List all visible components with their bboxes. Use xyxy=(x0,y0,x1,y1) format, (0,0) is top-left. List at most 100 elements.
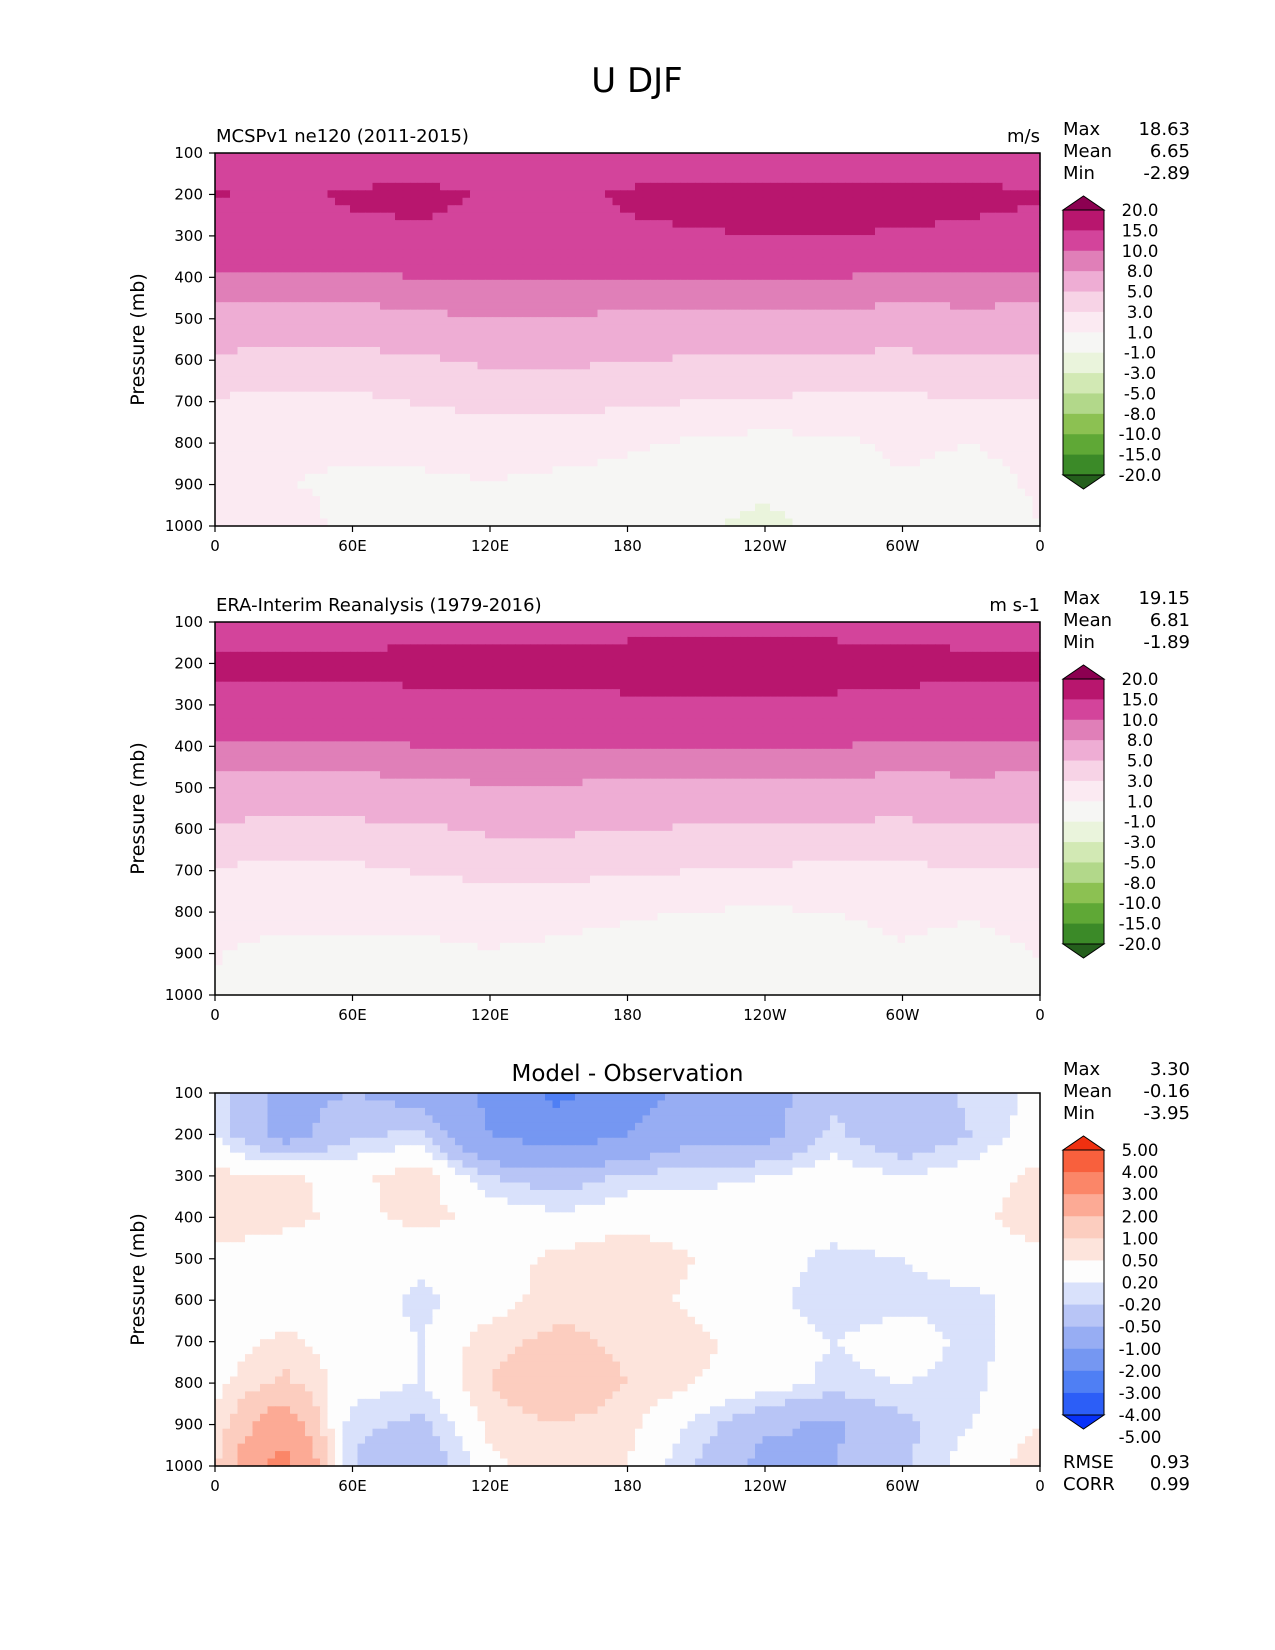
contour-cell xyxy=(665,249,674,259)
contour-cell xyxy=(732,212,741,221)
contour-cell xyxy=(560,220,569,229)
contour-cell xyxy=(237,414,246,423)
contour-cell xyxy=(462,227,471,236)
contour-cell xyxy=(1025,391,1034,400)
contour-cell xyxy=(815,481,824,490)
contour-cell xyxy=(650,235,659,244)
contour-cell xyxy=(890,369,899,378)
contour-cell xyxy=(515,287,524,296)
contour-cell xyxy=(927,466,936,475)
contour-cell xyxy=(830,458,839,467)
contour-cell xyxy=(815,361,824,370)
contour-cell xyxy=(785,197,794,206)
contour-cell xyxy=(1017,339,1026,348)
contour-cell xyxy=(260,376,269,385)
contour-cell xyxy=(507,354,516,363)
contour-cell xyxy=(575,429,584,438)
contour-cell xyxy=(357,205,366,214)
contour-cell xyxy=(395,421,404,430)
contour-cell xyxy=(867,399,876,408)
contour-cell xyxy=(807,406,816,415)
contour-cell xyxy=(860,190,869,199)
contour-cell xyxy=(440,249,449,259)
contour-cell xyxy=(290,197,299,206)
contour-cell xyxy=(1017,175,1026,184)
contour-cell xyxy=(890,391,899,400)
contour-cell xyxy=(305,451,314,460)
contour-cell xyxy=(395,249,404,259)
contour-cell xyxy=(1025,429,1034,438)
contour-cell xyxy=(755,317,764,326)
contour-cell xyxy=(237,399,246,408)
contour-cell xyxy=(372,481,381,490)
contour-cell xyxy=(927,220,936,229)
contour-cell xyxy=(912,451,921,460)
contour-cell xyxy=(1010,481,1019,490)
contour-cell xyxy=(740,339,749,348)
contour-cell xyxy=(537,242,546,251)
contour-cell xyxy=(425,384,434,393)
contour-cell xyxy=(747,197,756,206)
contour-cell xyxy=(897,406,906,415)
contour-cell xyxy=(882,264,891,273)
contour-cell xyxy=(522,481,531,490)
contour-cell xyxy=(567,339,576,348)
contour-cell xyxy=(830,339,839,348)
contour-cell xyxy=(410,332,419,341)
contour-cell xyxy=(740,429,749,438)
contour-cell xyxy=(545,287,554,296)
contour-cell xyxy=(687,339,696,348)
contour-cell xyxy=(350,227,359,236)
contour-cell xyxy=(560,436,569,445)
contour-cell xyxy=(1032,175,1041,184)
contour-cell xyxy=(725,384,734,393)
contour-cell xyxy=(485,488,494,497)
contour-cell xyxy=(837,309,846,318)
contour-cell xyxy=(552,384,561,393)
contour-cell xyxy=(350,481,359,490)
contour-cell xyxy=(747,421,756,430)
contour-cell xyxy=(650,167,659,176)
contour-cell xyxy=(695,324,704,333)
contour-cell xyxy=(687,399,696,408)
contour-cell xyxy=(237,197,246,206)
contour-cell xyxy=(770,391,779,400)
contour-cell xyxy=(957,220,966,229)
contour-cell xyxy=(432,317,441,326)
contour-cell xyxy=(320,257,329,266)
contour-cell xyxy=(560,235,569,244)
contour-cell xyxy=(275,190,284,199)
contour-cell xyxy=(627,466,636,475)
contour-cell xyxy=(927,443,936,452)
contour-cell xyxy=(335,339,344,348)
contour-cell xyxy=(297,182,306,191)
contour-cell xyxy=(417,272,426,281)
contour-cell xyxy=(777,481,786,490)
contour-cell xyxy=(965,429,974,438)
contour-cell xyxy=(252,167,261,176)
contour-cell xyxy=(342,272,351,281)
contour-cell xyxy=(927,227,936,236)
contour-cell xyxy=(462,346,471,356)
contour-cell xyxy=(687,481,696,490)
contour-cell xyxy=(740,153,749,162)
contour-cell xyxy=(717,227,726,236)
contour-cell xyxy=(252,302,261,311)
contour-cell xyxy=(620,212,629,221)
contour-cell xyxy=(792,466,801,475)
contour-cell xyxy=(395,272,404,281)
contour-cell xyxy=(657,406,666,415)
contour-cell xyxy=(260,339,269,348)
contour-cell xyxy=(440,324,449,333)
contour-cell xyxy=(447,339,456,348)
contour-cell xyxy=(837,264,846,273)
contour-cell xyxy=(327,205,336,214)
contour-cell xyxy=(590,212,599,221)
contour-cell xyxy=(365,458,374,467)
contour-cell xyxy=(920,190,929,199)
contour-cell xyxy=(455,257,464,266)
contour-cell xyxy=(590,466,599,475)
contour-cell xyxy=(560,339,569,348)
contour-cell xyxy=(432,361,441,370)
contour-cell xyxy=(560,257,569,266)
